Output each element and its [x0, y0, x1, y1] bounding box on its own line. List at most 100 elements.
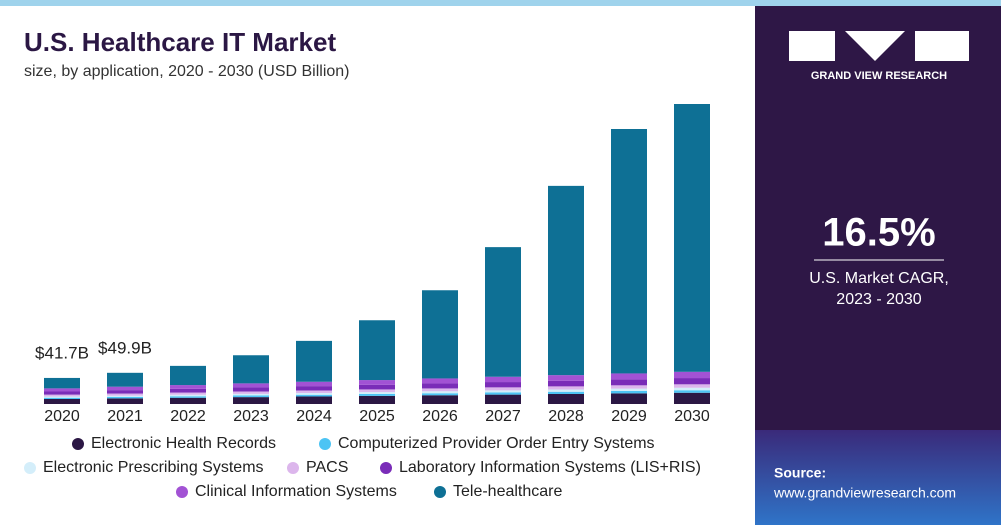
bar-segment	[107, 395, 143, 397]
bar-segment	[170, 397, 206, 404]
bar-segment	[170, 385, 206, 389]
logo	[789, 31, 969, 61]
bar-segment	[359, 384, 395, 390]
bar-segment	[485, 376, 521, 383]
x-tick-label: 2025	[359, 408, 395, 425]
bar-segment	[44, 388, 80, 392]
x-tick-label: 2029	[611, 408, 647, 425]
bar-segment	[233, 393, 269, 396]
x-tick-label: 2026	[422, 408, 458, 425]
x-tick-label: 2023	[233, 408, 269, 425]
bar-segment	[485, 390, 521, 393]
bar-segment	[674, 387, 710, 391]
bar-segment	[674, 390, 710, 393]
bar-segment	[107, 386, 143, 391]
bar-segment	[611, 385, 647, 389]
legend-marker	[434, 486, 446, 498]
bar-segment	[44, 399, 80, 404]
x-tick-label: 2021	[107, 408, 143, 425]
bar-segment	[548, 375, 584, 381]
x-tick-label: 2022	[170, 408, 206, 425]
bar-segment	[422, 383, 458, 389]
bar-segment	[107, 398, 143, 404]
bar-segment	[296, 393, 332, 395]
bar-segment	[422, 395, 458, 404]
bar-segment	[296, 396, 332, 404]
legend-marker	[380, 462, 392, 474]
bar-segment	[233, 397, 269, 404]
bar-segment	[674, 104, 710, 372]
bar-segment	[107, 397, 143, 399]
bar-segment	[548, 389, 584, 392]
bar-segment	[233, 383, 269, 388]
legend-marker	[176, 486, 188, 498]
bar-segment	[674, 378, 710, 385]
bar-segment	[359, 392, 395, 394]
legend-label: Clinical Information Systems	[195, 483, 397, 500]
bar-segment	[611, 379, 647, 386]
bar-segment	[359, 395, 395, 404]
annotation: $41.7B	[35, 343, 89, 362]
bar-segment	[170, 365, 206, 386]
bar-segment	[296, 381, 332, 387]
bar-segment	[548, 394, 584, 404]
bar-segment	[548, 380, 584, 387]
bar-segment	[44, 394, 80, 397]
cagr-label: 2023 - 2030	[836, 291, 922, 308]
bar-segment	[611, 373, 647, 380]
legend-marker	[287, 462, 299, 474]
bar-segment	[485, 394, 521, 404]
legend-marker	[72, 438, 84, 450]
bar-segment	[548, 391, 584, 394]
bar-segment	[296, 386, 332, 391]
bar-segment	[107, 390, 143, 394]
legend-label: PACS	[306, 459, 348, 476]
bar-segment	[422, 378, 458, 384]
bar-segment	[296, 390, 332, 393]
brand: GRAND VIEW RESEARCH	[811, 70, 947, 82]
bar-segment	[296, 340, 332, 382]
bar-segment	[548, 185, 584, 376]
bar-segment	[44, 396, 80, 398]
bar-segment	[233, 355, 269, 384]
bar-segment	[611, 388, 647, 391]
bar-segment	[107, 372, 143, 387]
bar-segment	[485, 382, 521, 388]
bar-segment	[233, 391, 269, 394]
bar-segment	[422, 393, 458, 396]
bar-segment	[359, 394, 395, 396]
chart-subtitle: size, by application, 2020 - 2030 (USD B…	[24, 63, 350, 80]
bar-segment	[485, 392, 521, 395]
sidebar-footer	[755, 430, 1001, 525]
bar-segment	[107, 393, 143, 396]
bar-segment	[296, 394, 332, 397]
bar-segment	[422, 388, 458, 392]
legend-marker	[24, 462, 36, 474]
source-url: www.grandviewresearch.com	[773, 485, 956, 501]
bar-segment	[485, 387, 521, 391]
bar-segment	[233, 395, 269, 398]
x-tick-label: 2024	[296, 408, 332, 425]
legend-label: Computerized Provider Order Entry System…	[338, 435, 655, 452]
x-tick-label: 2028	[548, 408, 584, 425]
legend-marker	[319, 438, 331, 450]
bar-segment	[674, 371, 710, 379]
bar-segment	[422, 290, 458, 379]
bar-segment	[611, 129, 647, 374]
cagr-value: 16.5%	[822, 211, 935, 255]
annotation: $49.9B	[98, 338, 152, 357]
bar-segment	[674, 392, 710, 404]
top-stripe	[0, 0, 1001, 6]
bar-segment	[611, 391, 647, 394]
bar-segment	[611, 393, 647, 404]
bar-segment	[548, 386, 584, 390]
legend-label: Laboratory Information Systems (LIS+RIS)	[399, 459, 701, 476]
legend-label: Electronic Prescribing Systems	[43, 459, 264, 476]
legend-label: Electronic Health Records	[91, 435, 276, 452]
x-tick-label: 2030	[674, 408, 710, 425]
bar-segment	[674, 384, 710, 388]
cagr-label: U.S. Market CAGR,	[809, 270, 949, 287]
bar-segment	[485, 247, 521, 377]
legend-label: Tele-healthcare	[453, 483, 563, 500]
